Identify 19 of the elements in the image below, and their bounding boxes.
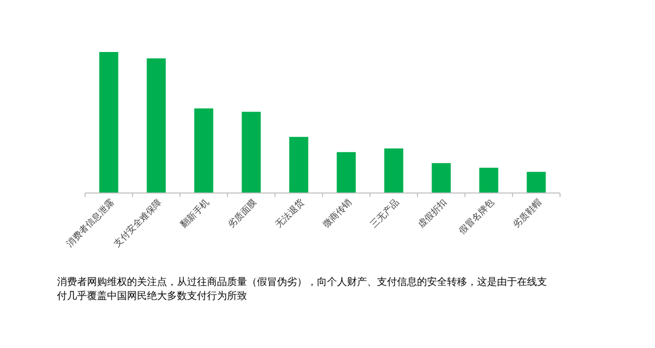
bar xyxy=(479,168,498,193)
x-tick-label: 三无产品 xyxy=(368,197,402,230)
x-tick-label: 虚假折扣 xyxy=(416,197,450,230)
x-tick-label: 无法退货 xyxy=(273,197,307,230)
bar xyxy=(194,108,214,193)
bar xyxy=(526,172,546,193)
x-tick-label: 劣质面膜 xyxy=(226,197,260,230)
x-tick-label: 翻新手机 xyxy=(178,197,212,230)
bar xyxy=(289,136,308,193)
text: 消费者网购维权的关注点，从过往商品质量（假冒伪劣），向个人财产、支付信息的安全转移，这是由于在线支付几乎覆盖中国网民绝大多数支付行为所致 xyxy=(57,276,547,302)
bar xyxy=(146,58,166,193)
bar xyxy=(99,52,118,193)
bar xyxy=(336,152,356,193)
x-tick-label: 微商传销 xyxy=(320,197,354,230)
bar xyxy=(384,148,404,193)
bar xyxy=(242,112,261,193)
bar xyxy=(432,163,451,193)
x-tick-label: 劣质鞋帽 xyxy=(510,197,544,230)
x-tick-label: 假冒名牌包 xyxy=(457,197,497,237)
